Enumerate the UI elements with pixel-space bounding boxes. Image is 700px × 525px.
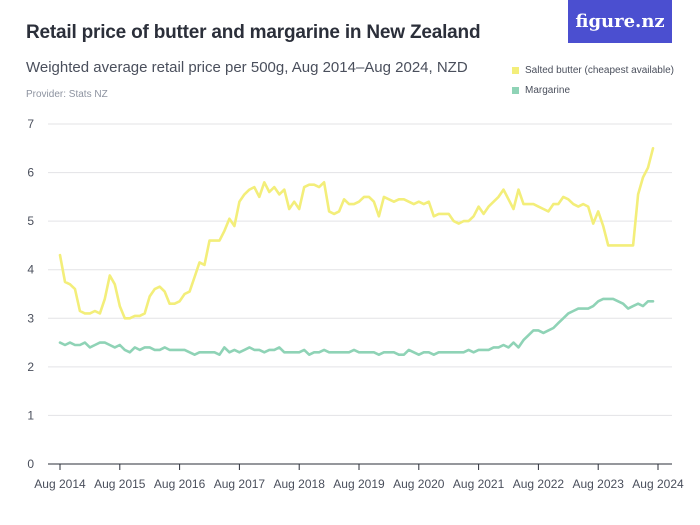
legend-swatch-butter — [512, 66, 519, 74]
x-tick-label: Aug 2021 — [453, 477, 505, 491]
y-tick-label: 7 — [27, 117, 34, 131]
data-provider: Provider: Stats NZ — [26, 89, 108, 100]
x-tick-label: Aug 2018 — [274, 477, 326, 491]
legend-label-butter: Salted butter (cheapest available) — [525, 64, 674, 76]
legend-item-margarine: Margarine — [512, 80, 674, 100]
y-tick-label: 6 — [27, 166, 34, 180]
x-tick-label: Aug 2015 — [94, 477, 146, 491]
y-tick-label: 1 — [27, 408, 34, 422]
grid-lines — [48, 123, 672, 465]
x-tick-label: Aug 2019 — [333, 477, 385, 491]
figure-nz-logo[interactable]: figure.nz — [568, 0, 672, 43]
series-lines — [58, 147, 655, 357]
legend-label-margarine: Margarine — [525, 84, 571, 96]
x-tick-label: Aug 2023 — [573, 477, 625, 491]
x-axis: Aug 2014 Aug 2015 Aug 2016 Aug 2017 Aug 2018… — [34, 464, 684, 491]
chart-legend: Salted butter (cheapest available) Marga… — [512, 60, 674, 100]
y-tick-label: 3 — [27, 311, 34, 325]
x-tick-label: Aug 2024 — [632, 477, 684, 491]
series-line-margarine — [58, 297, 655, 357]
y-tick-label: 5 — [27, 214, 34, 228]
x-tick-label: Aug 2022 — [513, 477, 565, 491]
x-tick-label: Aug 2014 — [34, 477, 86, 491]
legend-item-butter: Salted butter (cheapest available) — [512, 60, 674, 80]
x-tick-label: Aug 2016 — [154, 477, 206, 491]
y-tick-label: 0 — [27, 457, 34, 471]
chart-subtitle: Weighted average retail price per 500g, … — [26, 59, 468, 76]
legend-swatch-margarine — [512, 86, 519, 94]
y-axis-ticks: 0 1 2 3 4 5 6 7 — [27, 117, 34, 471]
x-tick-label: Aug 2020 — [393, 477, 445, 491]
y-tick-label: 4 — [27, 263, 34, 277]
y-tick-label: 2 — [27, 360, 34, 374]
x-tick-label: Aug 2017 — [214, 477, 266, 491]
series-line-butter — [58, 147, 655, 320]
chart-title: Retail price of butter and margarine in … — [26, 22, 481, 43]
